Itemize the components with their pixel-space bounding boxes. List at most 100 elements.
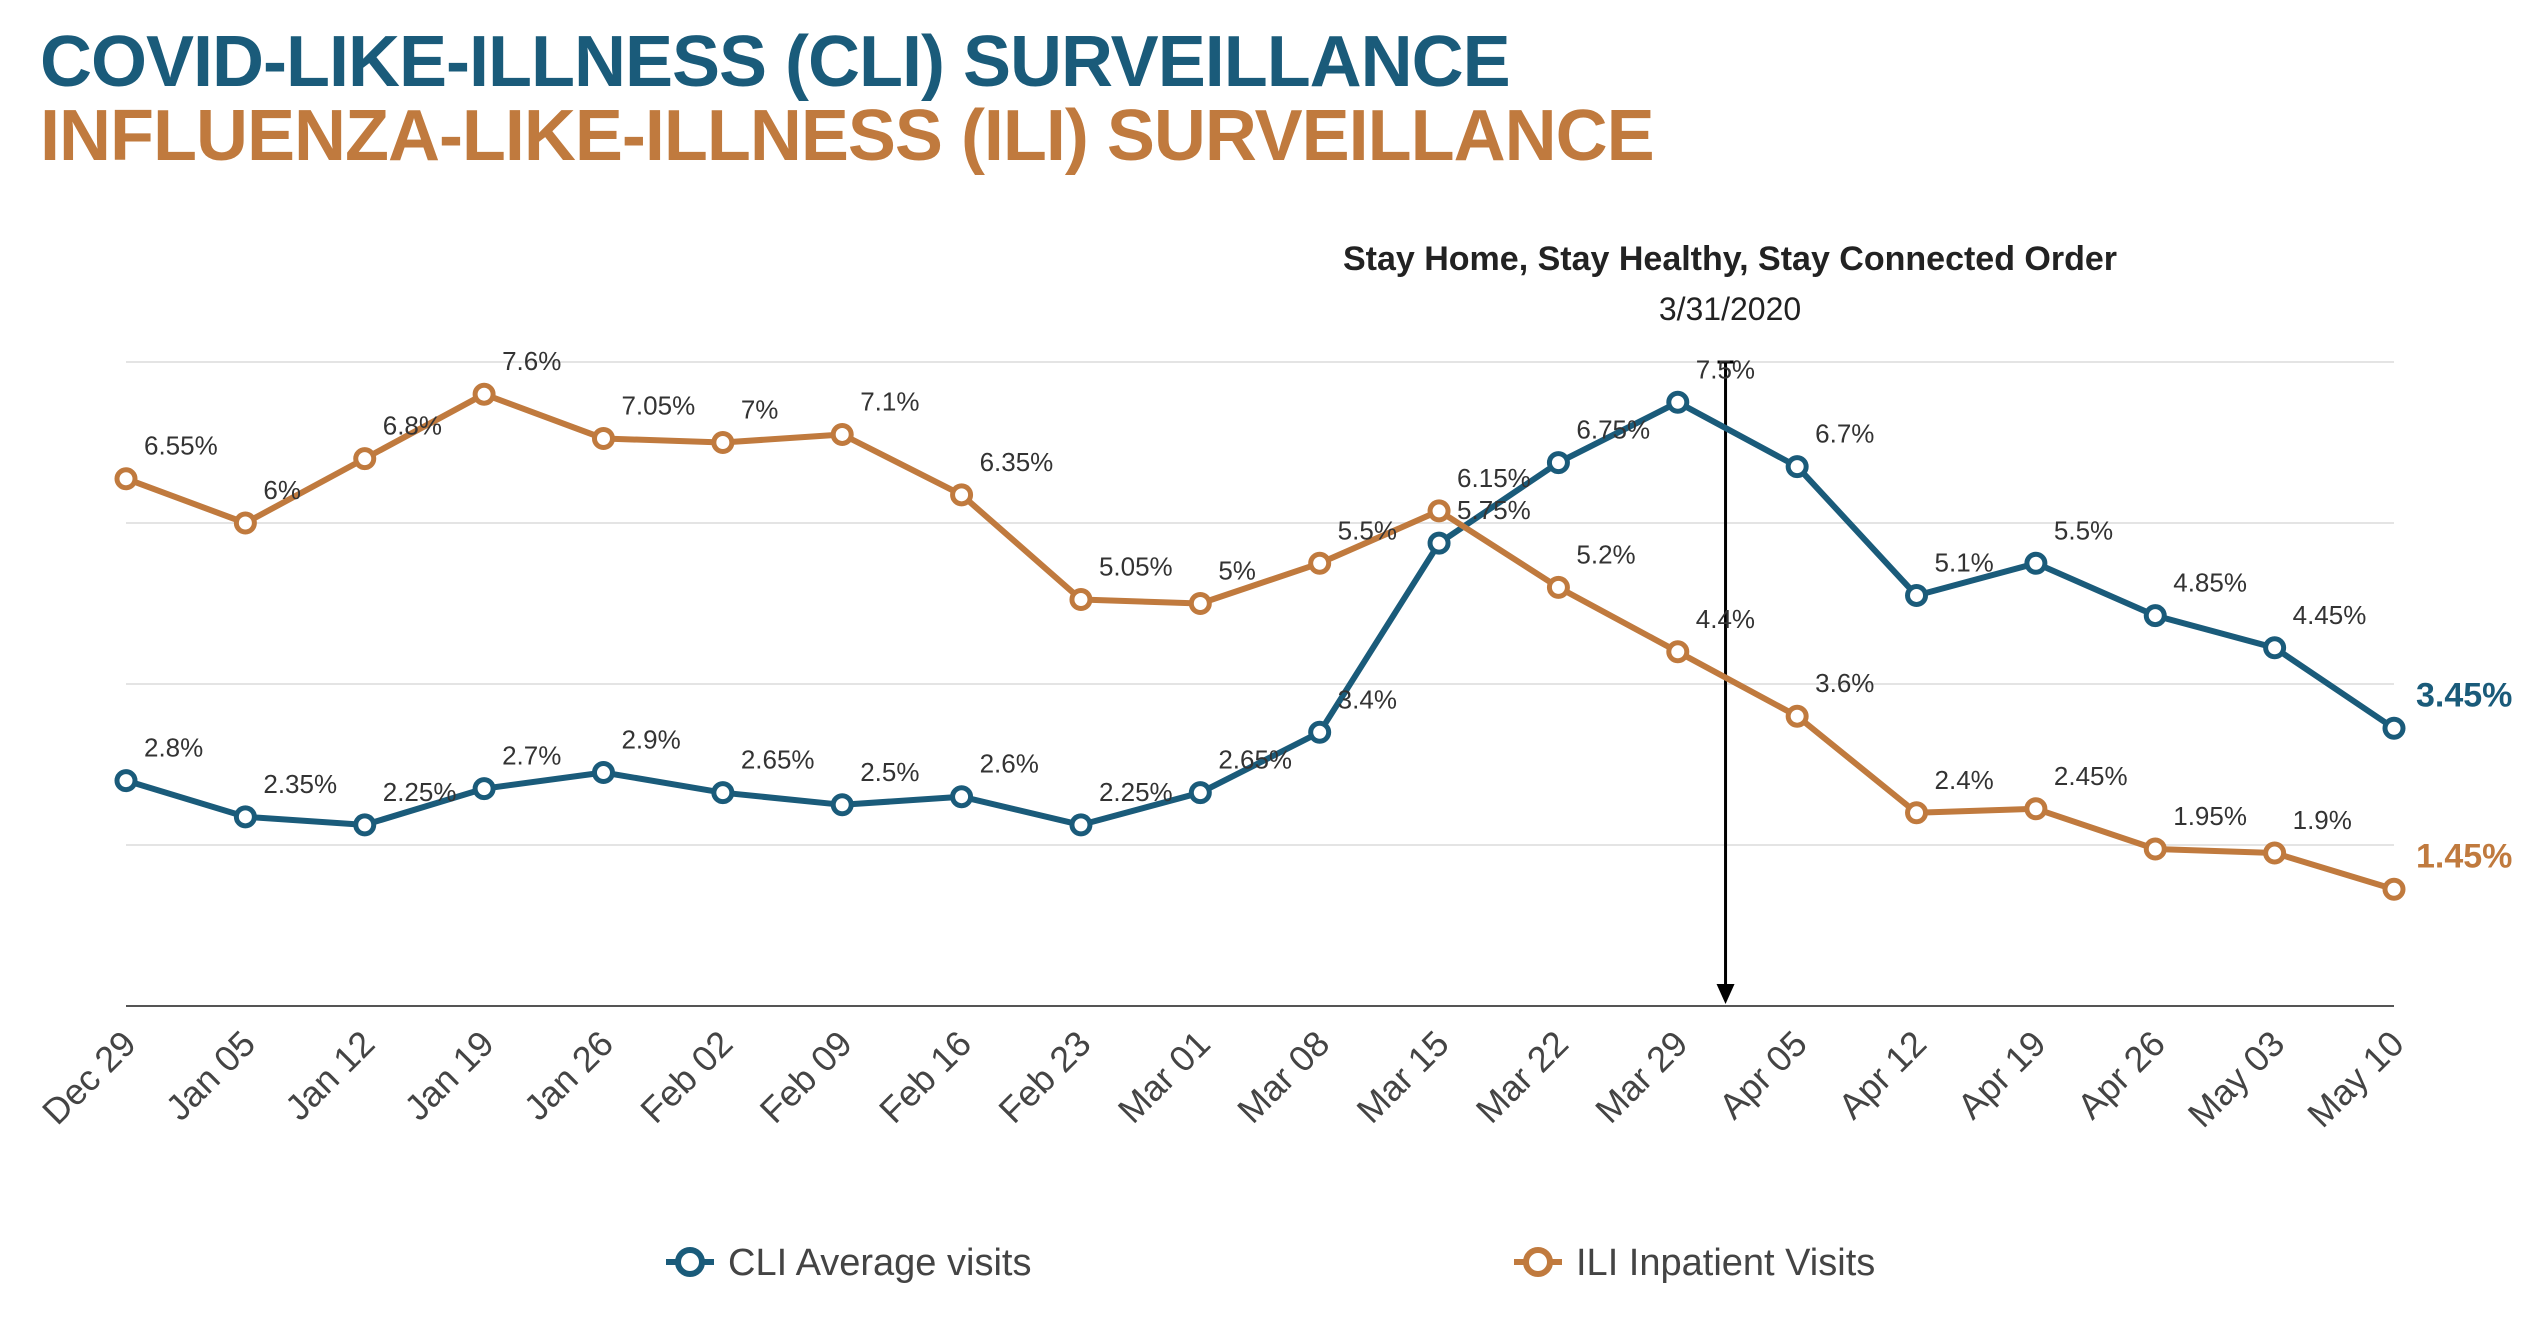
ili-data-label: 5.05% — [1099, 551, 1173, 581]
ili-data-label: 7.1% — [860, 386, 919, 416]
x-tick-label: Mar 22 — [1468, 1023, 1576, 1131]
cli-data-point — [1785, 455, 1809, 479]
cli-data-label: 2.6% — [980, 749, 1039, 779]
legend-cli-label: CLI Average visits — [728, 1242, 1031, 1284]
cli-data-label: 5.75% — [1457, 495, 1531, 525]
ili-data-point — [353, 447, 377, 471]
cli-series-line — [123, 399, 2397, 828]
cli-data-label: 2.9% — [621, 725, 680, 755]
ili-data-label: 5.5% — [1338, 515, 1397, 545]
ili-data-label: 6.55% — [144, 431, 218, 461]
ili-data-point — [2382, 877, 2406, 901]
ili-data-point — [1188, 592, 1212, 615]
annotation-date: 3/31/2020 — [1659, 291, 1801, 327]
ili-data-point — [2024, 797, 2048, 821]
cli-data-label: 2.5% — [860, 757, 919, 787]
x-tick-label: Mar 01 — [1110, 1023, 1218, 1131]
cli-data-label: 6.75% — [1576, 415, 1650, 445]
cli-data-label: 2.25% — [383, 777, 457, 807]
ili-data-label: 7.6% — [502, 346, 561, 376]
ili-data-label: 1.95% — [2173, 801, 2247, 831]
ili-data-label: 6.15% — [1457, 463, 1531, 493]
ili-data-point — [1069, 587, 1093, 611]
ili-data-point — [2263, 841, 2287, 865]
cli-data-point — [2024, 551, 2048, 575]
cli-data-point — [591, 761, 615, 785]
cli-data-label: 7.5% — [1696, 354, 1755, 384]
cli-data-point — [2382, 716, 2406, 740]
x-tick-label: May 03 — [2180, 1023, 2292, 1135]
x-tick-label: Mar 15 — [1348, 1023, 1456, 1131]
cli-data-label: 6.7% — [1815, 419, 1874, 449]
cli-data-label: 3.45% — [2416, 676, 2512, 714]
ili-data-label: 7% — [741, 395, 779, 425]
ili-data-label: 5% — [1218, 556, 1256, 586]
legend-cli-marker — [675, 1247, 705, 1277]
ili-data-point — [950, 483, 974, 507]
ili-data-label: 6% — [263, 475, 301, 505]
cli-data-point — [711, 781, 735, 805]
annotation-arrow-head — [1716, 984, 1735, 1004]
ili-data-label: 5.2% — [1576, 539, 1635, 569]
ili-data-label: 7.05% — [621, 390, 695, 420]
chart-title-ili: INFLUENZA-LIKE-ILLNESS (ILI) SURVEILLANC… — [40, 96, 1655, 176]
cli-data-point — [1546, 451, 1570, 475]
cli-data-label: 2.8% — [144, 733, 203, 763]
cli-data-label: 3.4% — [1338, 684, 1397, 714]
x-tick-label: Feb 16 — [871, 1023, 979, 1131]
cli-data-point — [1666, 390, 1690, 414]
cli-data-point — [1069, 813, 1093, 837]
cli-data-label: 5.1% — [1935, 547, 1994, 577]
cli-data-point — [1905, 583, 1929, 607]
ili-data-label: 2.4% — [1935, 765, 1994, 795]
x-tick-label: Jan 12 — [277, 1023, 382, 1128]
x-tick-label: May 10 — [2299, 1023, 2411, 1135]
ili-series-line — [123, 391, 2397, 893]
ili-data-point — [830, 422, 854, 446]
cli-data-point — [1188, 781, 1212, 805]
x-tick-label: Jan 19 — [396, 1023, 501, 1128]
cli-data-point — [1427, 531, 1451, 555]
ili-data-point — [711, 431, 735, 454]
cli-data-point — [114, 769, 138, 793]
ili-data-point — [1546, 575, 1570, 599]
ili-data-point — [1666, 640, 1690, 664]
legend: CLI Average visits ILI Inpatient Visits — [666, 1242, 1875, 1284]
ili-data-label: 6.35% — [980, 447, 1054, 477]
x-tick-label: Apr 12 — [1830, 1023, 1934, 1127]
ili-data-label: 1.9% — [2293, 805, 2352, 835]
ili-data-label: 3.6% — [1815, 668, 1874, 698]
ili-data-point — [1308, 551, 1332, 575]
ili-data-point — [1785, 704, 1809, 728]
ili-data-point — [472, 382, 496, 406]
cli-data-label: 2.65% — [741, 745, 815, 775]
x-tick-label: Jan 26 — [516, 1023, 621, 1128]
cli-data-point — [233, 805, 257, 829]
cli-data-label: 2.65% — [1218, 745, 1292, 775]
x-tick-label: Mar 29 — [1587, 1023, 1695, 1131]
data-labels: 2.8% 2.35% 2.25% 2.7% 2.9% 2.65% 2.5% 2.6% 2.25%… — [144, 346, 2512, 875]
x-tick-label: Mar 08 — [1229, 1023, 1337, 1131]
cli-data-point — [472, 777, 496, 801]
cli-data-point — [2143, 604, 2167, 628]
cli-data-label: 2.7% — [502, 741, 561, 771]
cli-data-point — [353, 813, 377, 837]
x-axis-tick-labels: Dec 29 Jan 05 Jan 12 Jan 19 Jan 26 Feb 02 Feb … — [34, 1023, 2412, 1135]
ili-data-point — [1905, 801, 1929, 825]
cli-data-point — [950, 785, 974, 809]
ili-data-point — [591, 426, 615, 450]
cli-data-label: 2.35% — [263, 769, 337, 799]
x-tick-label: Dec 29 — [34, 1023, 144, 1133]
chart-title-cli: COVID-LIKE-ILLNESS (CLI) SURVEILLANCE — [40, 22, 1511, 102]
ili-data-label: 6.8% — [383, 411, 442, 441]
cli-data-label: 5.5% — [2054, 515, 2113, 545]
ili-data-point — [1427, 499, 1451, 523]
ili-data-point — [233, 511, 257, 535]
cli-data-label: 4.45% — [2293, 600, 2367, 630]
ili-data-label: 4.4% — [1696, 604, 1755, 634]
ili-data-label: 1.45% — [2416, 837, 2512, 875]
x-tick-label: Apr 26 — [2069, 1023, 2173, 1127]
series-lines — [114, 382, 2406, 901]
cli-data-label: 2.25% — [1099, 777, 1173, 807]
cli-data-point — [1308, 720, 1332, 744]
